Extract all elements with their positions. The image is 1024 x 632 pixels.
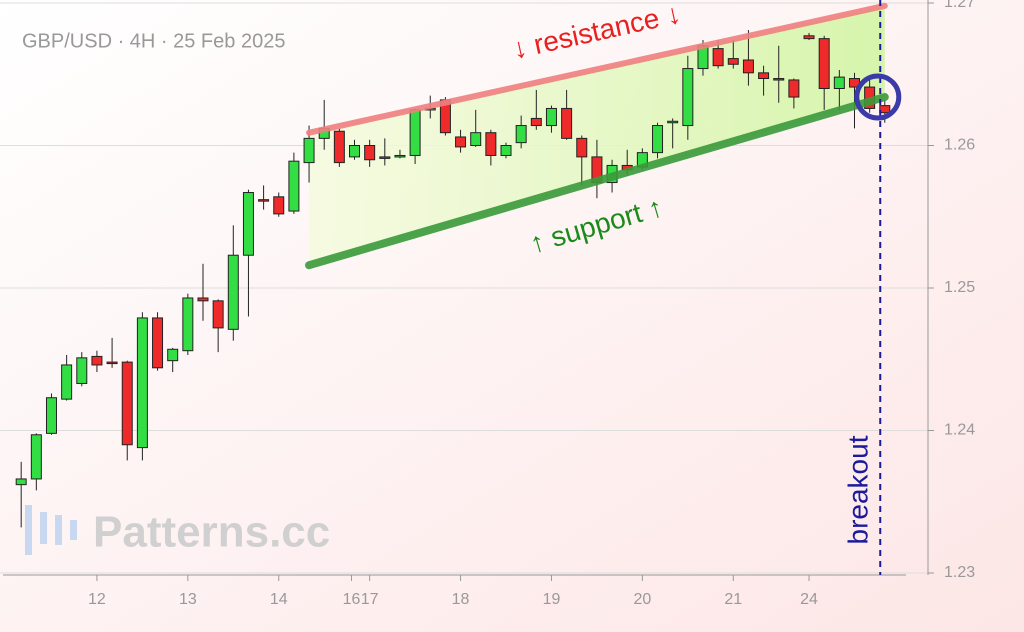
candle-body bbox=[818, 38, 830, 89]
trendline bbox=[306, 2, 888, 136]
candle-body bbox=[500, 145, 512, 156]
candle-body bbox=[30, 434, 42, 480]
candle-body bbox=[742, 59, 754, 74]
candle-body bbox=[470, 132, 482, 147]
candle-body bbox=[273, 196, 285, 215]
candle-body bbox=[15, 478, 27, 486]
candle-body bbox=[682, 68, 694, 127]
candle-body bbox=[61, 364, 73, 400]
candle-body bbox=[667, 120, 679, 124]
trendline bbox=[305, 93, 889, 270]
candle-body bbox=[303, 137, 315, 164]
candle-body bbox=[712, 48, 724, 67]
x-tick-label: 17 bbox=[361, 591, 379, 608]
candle-body bbox=[833, 76, 845, 89]
candle-body bbox=[197, 297, 209, 302]
candle-body bbox=[515, 125, 527, 144]
x-tick-label: 19 bbox=[543, 591, 561, 608]
candle-body bbox=[76, 357, 88, 384]
candle-body bbox=[364, 145, 376, 161]
watermark-icon bbox=[25, 505, 77, 555]
candle-body bbox=[212, 300, 224, 329]
candle-body bbox=[182, 297, 194, 352]
candle-body bbox=[652, 125, 664, 154]
breakout-label: breakout bbox=[843, 435, 874, 544]
candle-body bbox=[803, 35, 815, 40]
x-tick-label: 16 bbox=[343, 591, 361, 608]
candle-body bbox=[227, 254, 239, 330]
candle-body bbox=[152, 317, 164, 369]
candle-body bbox=[106, 361, 118, 365]
highlight-circle bbox=[854, 73, 902, 121]
candle-body bbox=[349, 145, 361, 158]
candle-body bbox=[773, 78, 785, 81]
candle-body bbox=[91, 355, 103, 366]
candle-body bbox=[758, 72, 770, 80]
candle-body bbox=[727, 58, 739, 65]
candle-body bbox=[333, 130, 345, 164]
x-tick-label: 24 bbox=[800, 591, 818, 608]
y-tick-label: 1.25 bbox=[944, 279, 975, 296]
candle-body bbox=[485, 132, 497, 156]
chart-title: GBP/USD · 4H · 25 Feb 2025 bbox=[22, 30, 285, 52]
candle-body bbox=[879, 105, 891, 114]
x-tick-label: 20 bbox=[633, 591, 651, 608]
y-tick-label: 1.26 bbox=[944, 137, 975, 154]
candle-body bbox=[288, 160, 300, 212]
x-tick-label: 13 bbox=[179, 591, 197, 608]
watermark: Patterns.cc bbox=[93, 508, 330, 557]
candle-body bbox=[136, 317, 148, 449]
candle-body bbox=[121, 361, 133, 446]
x-tick-label: 21 bbox=[724, 591, 742, 608]
candle-body bbox=[409, 109, 421, 156]
x-tick-label: 18 bbox=[452, 591, 470, 608]
candle-body bbox=[242, 192, 254, 256]
candle-body bbox=[258, 199, 270, 202]
channel-fill bbox=[309, 5, 885, 266]
candle-body bbox=[167, 348, 179, 362]
candle-body bbox=[379, 156, 391, 159]
y-tick-label: 1.24 bbox=[944, 422, 975, 439]
y-tick-label: 1.23 bbox=[944, 564, 975, 581]
candle-body bbox=[530, 117, 542, 127]
candle-body bbox=[561, 107, 573, 139]
candle-body bbox=[545, 107, 557, 127]
candle-body bbox=[788, 79, 800, 98]
candle-body bbox=[455, 136, 467, 148]
candle-body bbox=[45, 397, 57, 434]
x-tick-label: 14 bbox=[270, 591, 288, 608]
candle-body bbox=[576, 137, 588, 158]
x-tick-label: 12 bbox=[88, 591, 106, 608]
y-tick-label: 1.27 bbox=[944, 0, 975, 11]
candle-body bbox=[394, 154, 406, 158]
